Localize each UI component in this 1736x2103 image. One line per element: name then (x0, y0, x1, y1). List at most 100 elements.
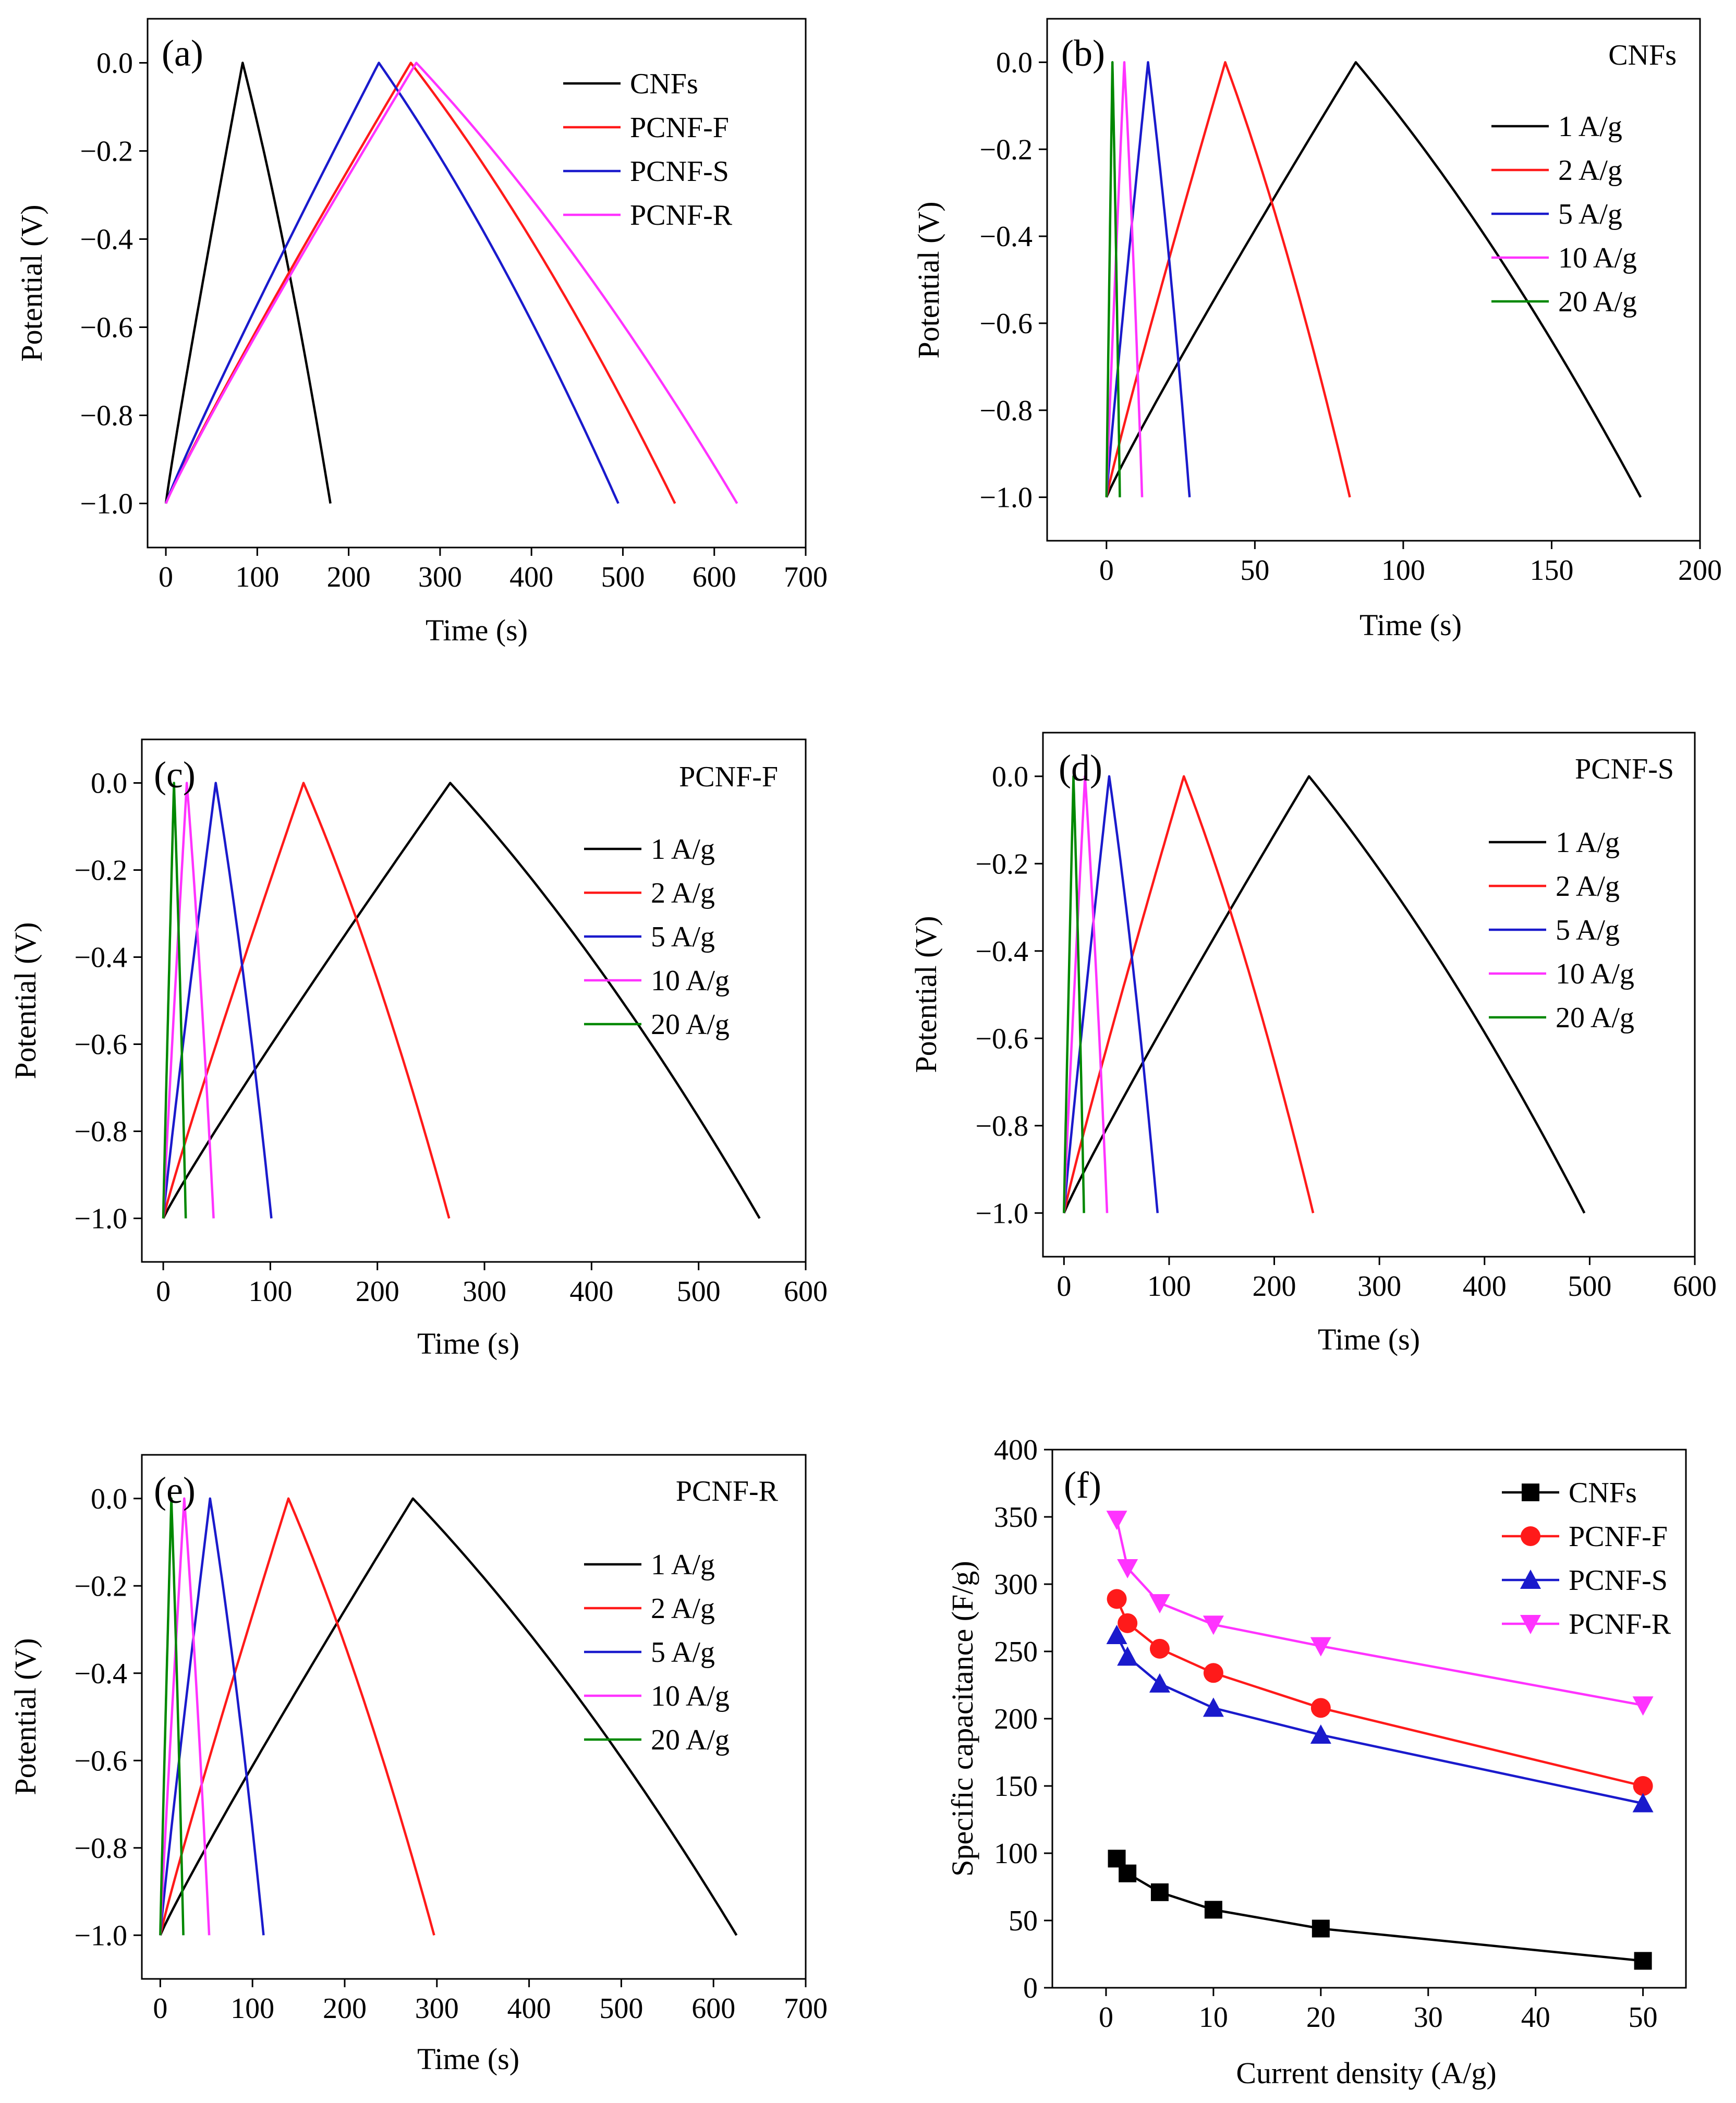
panel-e: 0 100 200 300 400 500 600 700 0.0 −0.2 −0.4 −0.6 −0.… (8, 1454, 828, 2076)
panel-e-x-tick-label: 0 (153, 1992, 167, 2025)
panel-f-point-pcnf-r (1149, 1594, 1170, 1614)
panel-d-series-2-a-g (1063, 775, 1315, 1213)
panel-f-point-pcnf-r (1117, 1559, 1138, 1579)
panel-e-legend-label-5-a-g: 5 A/g (651, 1636, 715, 1669)
panel-d-series-5-a-g (1063, 775, 1159, 1213)
panel-b-axes-frame (1046, 18, 1701, 542)
panel-e-plot-area: 0 100 200 300 400 500 600 700 0.0 −0.2 −0.4 −0.6 −0.… (74, 1454, 828, 2025)
panel-e-material-label: PCNF-R (676, 1475, 779, 1508)
panel-f-y-tick-label: 200 (994, 1703, 1038, 1735)
panel-a-y-axis-label: Potential (V) (15, 204, 48, 361)
panel-d-series-10-a-g (1063, 775, 1109, 1213)
panel-d-legend-label-2-a-g: 2 A/g (1556, 870, 1620, 903)
panel-e-series-5-a-g (159, 1497, 265, 1936)
panel-a-legend-label-pcnf-f: PCNF-F (630, 112, 729, 144)
panel-c-legend-label-2-a-g: 2 A/g (651, 877, 715, 909)
panel-a-series-pcnf-s (164, 62, 620, 504)
panel-d-legend-label-1-a-g: 1 A/g (1556, 826, 1620, 859)
panel-b-y-tick-label: −0.4 (979, 221, 1033, 253)
panel-c-material-label: PCNF-F (679, 761, 778, 793)
panel-c-legend-label-10-a-g: 10 A/g (651, 965, 730, 997)
panel-e-y-tick-label: 0.0 (91, 1483, 127, 1515)
panel-e-series-1-a-g (159, 1497, 738, 1936)
panel-f-legend-label-cnfs: CNFs (1569, 1477, 1637, 1509)
panel-c-y-tick-label: −0.6 (74, 1029, 127, 1061)
panel-f-point-pcnf-r (1310, 1637, 1331, 1657)
panel-f-y-tick-label: 150 (994, 1770, 1038, 1803)
panel-f-x-tick-label: 10 (1199, 2001, 1228, 2034)
panel-e-x-tick-label: 700 (784, 1992, 828, 2025)
panel-b: 0 50 100 150 200 0.0 −0.2 −0.4 −0.6 −0.8 −1.0 1 A/g… (912, 18, 1722, 642)
panel-d-y-tick-label: −0.4 (975, 935, 1028, 968)
panel-c: 0 100 200 300 400 500 600 0.0 −0.2 −0.4 −0.6 −0.8 −1… (8, 738, 828, 1360)
panel-c-x-tick-label: 100 (248, 1275, 292, 1308)
panel-b-plot-area: 0 50 100 150 200 0.0 −0.2 −0.4 −0.6 −0.8 −1.0 1 A/g… (979, 18, 1722, 587)
panel-f-point-pcnf-s (1106, 1625, 1127, 1645)
panel-d-x-tick-label: 600 (1673, 1270, 1717, 1303)
panel-e-y-tick-label: −0.4 (74, 1658, 127, 1690)
panel-b-series-5-a-g (1105, 61, 1191, 497)
panel-f-point-cnfs (1204, 1901, 1222, 1919)
panel-f-point-pcnf-s (1310, 1724, 1331, 1744)
panel-f-legend-marker-pcnf-r (1520, 1615, 1541, 1634)
panel-f-point-pcnf-f (1107, 1589, 1127, 1609)
panel-d-axes-frame (1042, 732, 1696, 1258)
panel-e-series-20-a-g (159, 1497, 185, 1936)
panel-f-x-tick-label: 0 (1099, 2001, 1113, 2034)
panel-b-x-axis-label: Time (s) (1359, 608, 1462, 642)
panel-b-legend-label-5-a-g: 5 A/g (1558, 198, 1622, 230)
panel-b-legend-label-2-a-g: 2 A/g (1558, 154, 1622, 187)
panel-b-y-tick-label: −0.8 (979, 395, 1033, 427)
panel-f-point-pcnf-f (1203, 1663, 1223, 1683)
panel-f-point-cnfs (1108, 1850, 1126, 1868)
panel-c-legend-label-1-a-g: 1 A/g (651, 833, 715, 866)
panel-e-y-tick-label: −1.0 (74, 1919, 127, 1952)
panel-f-point-cnfs (1634, 1952, 1652, 1970)
panel-f-point-cnfs (1150, 1883, 1169, 1901)
panel-f-y-tick-label: 100 (994, 1838, 1038, 1870)
panel-a-series-pcnf-f (165, 62, 676, 504)
panel-a-axes-frame (147, 18, 807, 549)
panel-f-legend-marker-cnfs (1522, 1484, 1539, 1501)
panel-e-y-tick-label: −0.8 (74, 1832, 127, 1865)
panel-f-y-axis-label: Specific capacitance (F/g) (945, 1561, 979, 1876)
panel-a-label: (a) (162, 32, 203, 74)
panel-f-x-tick-label: 30 (1414, 2001, 1443, 2034)
panel-c-y-tick-label: −1.0 (74, 1203, 127, 1235)
panel-b-series-20-a-g (1105, 61, 1121, 497)
panel-b-x-tick-label: 100 (1381, 554, 1425, 587)
panel-e-legend-label-20-a-g: 20 A/g (651, 1724, 730, 1756)
panel-a-x-tick-label: 400 (509, 561, 553, 593)
panel-a-series-cnfs (164, 62, 332, 504)
panel-e-x-tick-label: 200 (323, 1992, 367, 2025)
panel-c-x-axis-label: Time (s) (417, 1327, 519, 1360)
panel-e-axes-frame (141, 1454, 807, 1980)
panel-b-y-tick-label: −0.6 (979, 308, 1033, 340)
panel-b-series-2-a-g (1105, 61, 1351, 498)
panel-e-x-tick-label: 500 (599, 1992, 643, 2025)
panel-d-material-label: PCNF-S (1575, 753, 1674, 785)
panel-d-y-tick-label: −0.8 (975, 1110, 1028, 1142)
panel-a-x-tick-label: 0 (159, 561, 173, 593)
panel-f-point-pcnf-r (1106, 1511, 1127, 1530)
panel-d-y-tick-label: −0.2 (975, 848, 1028, 880)
panel-e-x-axis-label: Time (s) (417, 2042, 519, 2076)
panel-d-y-tick-label: −0.6 (975, 1023, 1028, 1055)
panel-b-legend-label-1-a-g: 1 A/g (1558, 111, 1622, 143)
panel-d-y-tick-label: −1.0 (975, 1197, 1028, 1230)
panel-b-x-tick-label: 150 (1529, 554, 1573, 587)
panel-b-y-axis-label: Potential (V) (912, 201, 945, 358)
panel-a: 0 100 200 300 400 500 600 700 0.0 −0.2 −0.4 −0.6 −0.… (15, 18, 828, 647)
panel-c-x-tick-label: 400 (569, 1275, 613, 1308)
panel-e-legend-label-1-a-g: 1 A/g (651, 1549, 715, 1581)
panel-f-label: (f) (1064, 1464, 1101, 1506)
panel-c-y-tick-label: −0.2 (74, 855, 127, 887)
panel-a-y-tick-label: −0.8 (80, 400, 133, 432)
panel-b-label: (b) (1061, 32, 1105, 74)
panel-b-x-tick-label: 200 (1678, 554, 1722, 587)
panel-f-point-pcnf-s (1149, 1673, 1170, 1693)
panel-c-x-tick-label: 0 (156, 1275, 171, 1308)
panel-a-series-pcnf-r (165, 62, 738, 504)
panel-f-x-tick-label: 40 (1521, 2001, 1550, 2034)
